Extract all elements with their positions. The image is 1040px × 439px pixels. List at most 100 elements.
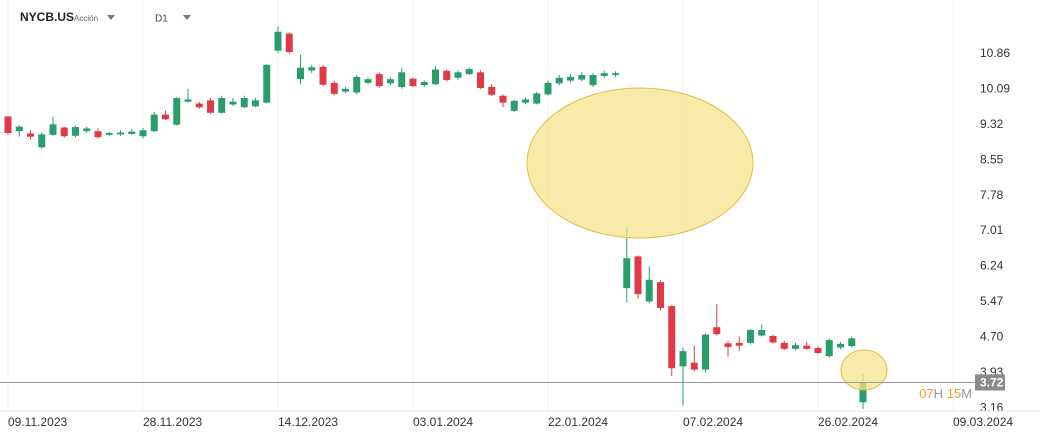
- candle-body: [612, 73, 619, 76]
- candle-body: [105, 133, 113, 135]
- candle-body: [150, 114, 158, 132]
- candle-body: [218, 98, 226, 113]
- y-tick-label: 6.24: [980, 259, 1004, 273]
- symbol[interactable]: NYCB.US: [20, 10, 74, 24]
- candle-body: [72, 127, 79, 136]
- candle-body: [578, 75, 586, 80]
- x-tick-label: 22.01.2024: [548, 415, 608, 429]
- y-tick-label: 5.47: [980, 294, 1004, 308]
- candle-body: [128, 131, 136, 134]
- last-price-label: 3.72: [980, 376, 1004, 390]
- candle-body: [702, 334, 709, 370]
- candle-body: [38, 134, 46, 148]
- candle-body: [522, 99, 529, 103]
- x-tick-label: 09.11.2023: [8, 415, 67, 429]
- candle-body: [589, 75, 597, 86]
- candle-body: [544, 82, 552, 95]
- highlight-ellipse: [840, 349, 888, 391]
- candle-body: [859, 382, 867, 403]
- axes: 10.86 10.09 9.32 8.55 7.78 7.01 6.24 5.47 4.70 3.…: [0, 46, 1040, 429]
- candle-body: [814, 347, 822, 354]
- candle-body: [848, 338, 856, 347]
- candle-body: [499, 95, 507, 103]
- x-tick-label: 26.02.2024: [818, 415, 878, 429]
- x-tick-label: 28.11.2023: [143, 415, 202, 429]
- y-tick-label: 10.86: [980, 46, 1010, 60]
- candle-body: [477, 72, 484, 88]
- candle-body: [533, 93, 541, 104]
- y-tick-label: 7.78: [980, 188, 1004, 202]
- candle-body: [803, 345, 811, 349]
- candle-body: [15, 126, 23, 132]
- timeframe[interactable]: D1: [155, 14, 168, 25]
- candle-body: [27, 133, 34, 137]
- candle-body: [837, 343, 844, 348]
- candle-body: [319, 66, 327, 85]
- dropdown-arrow[interactable]: [183, 15, 191, 20]
- y-tick-label: 10.09: [980, 81, 1010, 95]
- candle-body: [769, 335, 777, 343]
- hours-unit: H: [934, 386, 943, 401]
- y-tick-label: 4.70: [980, 330, 1004, 344]
- candle-body: [375, 74, 383, 87]
- candle-body: [567, 76, 574, 81]
- dropdown-arrow[interactable]: [107, 15, 115, 20]
- candle-body: [679, 351, 687, 367]
- x-tick-label: 03.01.2024: [413, 415, 473, 429]
- candle-body: [364, 79, 372, 83]
- candle-body: [409, 78, 417, 87]
- candle-body: [657, 282, 664, 308]
- candle-body: [207, 100, 214, 113]
- x-tick-label: 09.03.2024: [953, 415, 1013, 429]
- candle-body: [83, 128, 91, 132]
- candle-body: [297, 67, 304, 80]
- candle-body: [60, 127, 68, 137]
- y-tick-label: 8.55: [980, 152, 1004, 166]
- countdown: 07H 15M: [919, 386, 972, 401]
- candle-body: [342, 88, 349, 92]
- x-tick-label: 14.12.2023: [278, 415, 338, 429]
- candle-body: [792, 345, 799, 349]
- candle-body: [465, 69, 473, 75]
- candle-body: [780, 342, 788, 349]
- highlight-ellipse: [526, 87, 754, 239]
- candle-body: [690, 362, 698, 370]
- candle-body: [263, 64, 271, 103]
- candle-body: [645, 279, 653, 302]
- hours: 07: [919, 386, 933, 401]
- candle-body: [623, 258, 631, 289]
- candle-body: [420, 81, 428, 86]
- candle-body: [139, 130, 147, 137]
- candle-body: [735, 342, 743, 346]
- x-tick-label: 07.02.2024: [683, 415, 743, 429]
- minutes-unit: M: [961, 386, 972, 401]
- candle-body: [825, 340, 833, 357]
- candle-body: [432, 69, 439, 85]
- candle-body: [724, 343, 732, 348]
- candle-body: [173, 98, 181, 125]
- last-price-badge: [975, 374, 1005, 391]
- candle-body: [398, 72, 406, 87]
- candle-body: [510, 100, 518, 111]
- candle-body: [195, 103, 203, 108]
- grid: [7, 0, 954, 411]
- candle-body: [747, 330, 754, 343]
- candle-body: [454, 72, 462, 78]
- candle-body: [308, 67, 316, 71]
- candle-body: [285, 33, 293, 53]
- instrument-kind: Acción: [74, 14, 98, 23]
- y-tick-label: 9.32: [980, 117, 1004, 131]
- candle-body: [240, 98, 248, 108]
- candle-body: [330, 82, 338, 94]
- y-tick-label: 3.16: [980, 400, 1004, 414]
- candle-body: [668, 306, 676, 369]
- candle-body: [4, 116, 12, 134]
- candle-body: [600, 73, 608, 76]
- candle-body: [49, 124, 57, 135]
- candles: [4, 26, 867, 410]
- candle-body: [184, 99, 192, 102]
- candle-body: [162, 114, 169, 120]
- candle-body: [713, 327, 721, 335]
- candle-body: [387, 79, 394, 84]
